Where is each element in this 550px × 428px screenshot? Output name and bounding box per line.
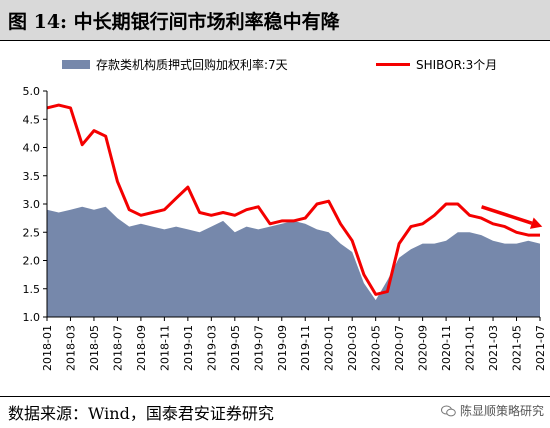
series-line-shibor [46, 103, 540, 296]
x-tick-label: 2018-09 [135, 325, 148, 371]
y-tick-label: 2.0 [23, 255, 41, 268]
x-tick-label: 2018-03 [64, 325, 77, 371]
y-tick-label: 1.0 [23, 311, 41, 324]
y-tick-label: 2.5 [23, 226, 41, 239]
legend-label-shibor: SHIBOR:3个月 [416, 58, 498, 72]
legend-swatch-line [376, 63, 410, 66]
watermark-text: 陈显顺策略研究 [459, 404, 544, 418]
y-tick-label: 3.0 [23, 198, 41, 211]
x-tick-label: 2020-09 [417, 325, 430, 371]
y-tick-label: 4.5 [23, 113, 41, 126]
x-tick-label: 2019-01 [182, 325, 195, 371]
x-tick-label: 2019-09 [276, 325, 289, 371]
y-tick-label: 5.0 [23, 85, 41, 98]
x-tick-label: 2021-07 [534, 325, 547, 371]
figure-title: 图 14: 中长期银行间市场利率稳中有降 [8, 11, 340, 33]
watermark: 陈显顺策略研究 [440, 402, 544, 419]
x-tick-label: 2019-07 [252, 325, 265, 371]
x-tick-label: 2020-07 [393, 325, 406, 371]
title-divider [0, 40, 550, 41]
legend-item-repo: 存款类机构质押式回购加权利率:7天 [62, 56, 288, 73]
x-tick-label: 2020-01 [323, 325, 336, 371]
x-tick-label: 2018-05 [88, 325, 101, 371]
legend-swatch-area [62, 60, 90, 69]
x-tick-label: 2018-11 [158, 325, 171, 371]
y-tick-label: 4.0 [23, 142, 41, 155]
x-tick-label: 2018-07 [111, 325, 124, 371]
figure-title-bar: 图 14: 中长期银行间市场利率稳中有降 [0, 0, 550, 40]
legend-item-shibor: SHIBOR:3个月 [376, 56, 497, 73]
source-note: 数据来源：Wind，国泰君安证券研究 [8, 404, 274, 423]
trend-arrow-shaft [481, 205, 533, 225]
x-tick-label: 2021-01 [464, 325, 477, 371]
series-area-repo [47, 206, 540, 317]
legend-label-repo: 存款类机构质押式回购加权利率:7天 [96, 58, 288, 72]
x-tick-label: 2019-03 [205, 325, 218, 371]
trend-arrow-head [529, 217, 543, 229]
source-divider [0, 396, 550, 397]
x-tick-label: 2020-05 [370, 325, 383, 371]
x-tick-label: 2018-01 [41, 325, 54, 371]
y-tick-label: 1.5 [23, 283, 41, 296]
x-tick-label: 2019-11 [299, 325, 312, 371]
chart: 1.0 1.5 2.0 2.5 3.0 3.5 4.0 4.5 5.0 2018-01 2018-0… [23, 85, 548, 371]
x-tick-label: 2020-03 [346, 325, 359, 371]
wechat-icon [440, 405, 456, 416]
x-tick-label: 2019-05 [229, 325, 242, 371]
x-tick-label: 2021-05 [511, 325, 524, 371]
x-tick-label: 2020-11 [440, 325, 453, 371]
x-tick-label: 2021-03 [487, 325, 500, 371]
y-tick-label: 3.5 [23, 170, 41, 183]
